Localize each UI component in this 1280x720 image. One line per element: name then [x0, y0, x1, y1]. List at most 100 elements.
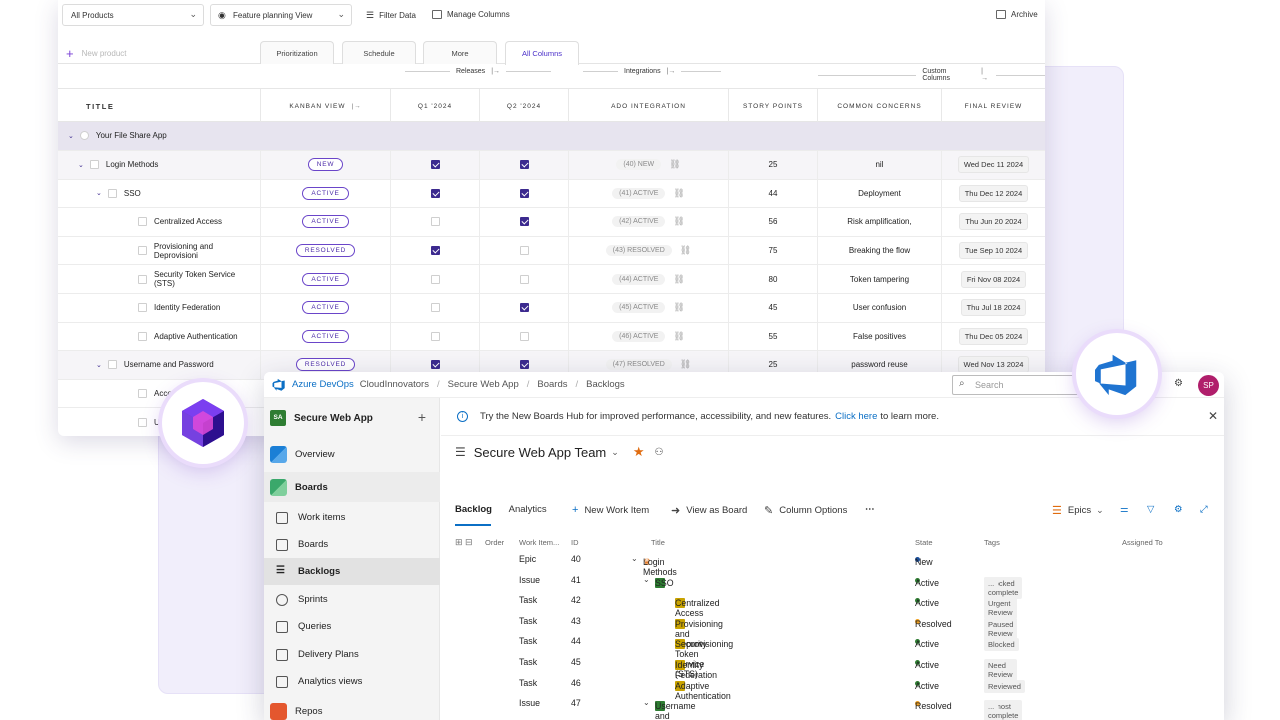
q2-checkbox[interactable] [519, 246, 529, 256]
banner-link[interactable]: Click here [835, 411, 878, 422]
common-concern[interactable]: Token tampering [849, 274, 910, 284]
status-badge[interactable]: ACTIVE [302, 272, 349, 286]
row-checkbox[interactable] [138, 331, 147, 341]
breadcrumb-org-home[interactable]: Azure DevOps [292, 379, 354, 390]
sidebar-item-analytics-views[interactable]: Analytics views [264, 668, 440, 695]
ado-link[interactable]: (43) RESOLVED [605, 245, 672, 257]
chevron-down-icon[interactable]: ⌄ [643, 698, 650, 708]
common-concern[interactable]: Deployment [858, 188, 901, 198]
story-points[interactable]: 75 [768, 246, 778, 256]
backlog-row[interactable]: Epic 40 ⌄ ♛ Login Methods New [455, 551, 1224, 577]
status-badge[interactable]: ACTIVE [302, 215, 349, 229]
table-row[interactable]: ⌄ Login Methods NEW (40) NEW ⛓ 25 nil Wed Dec 1… [58, 151, 1045, 180]
backlog-row[interactable]: Task 45 Identity Federation Active Need Revi… [455, 654, 1224, 681]
backlog-row[interactable]: Task 44 Security Token Service (STS) Active… [455, 633, 1224, 679]
status-badge[interactable]: NEW [307, 158, 344, 172]
q2-checkbox[interactable] [519, 303, 529, 313]
ado-link[interactable]: (42) ACTIVE [612, 216, 666, 228]
row-checkbox[interactable] [138, 303, 147, 313]
row-checkbox[interactable] [138, 389, 147, 399]
unlink-icon[interactable]: ⛓ [673, 273, 685, 284]
status-badge[interactable]: RESOLVED [295, 358, 356, 372]
work-item-title[interactable]: Adaptive Authentication [675, 680, 731, 701]
col-state[interactable]: State [915, 538, 933, 547]
common-concern[interactable]: Breaking the flow [848, 246, 911, 256]
group-row[interactable]: ⌄ Your File Share App [58, 122, 1045, 151]
q2-checkbox[interactable] [519, 188, 529, 198]
ado-link[interactable]: (45) ACTIVE [612, 302, 666, 314]
row-title[interactable]: Security Token Service (STS) [153, 270, 236, 289]
row-title[interactable]: Adaptive Authentication [154, 331, 238, 341]
sidebar-item-delivery-plans[interactable]: Delivery Plans [264, 641, 440, 668]
expand-all-icon[interactable]: ⊞ ⊟ [455, 537, 473, 547]
q1-checkbox[interactable] [430, 246, 440, 256]
final-review-date[interactable]: Wed Dec 11 2024 [957, 156, 1030, 174]
unlink-icon[interactable]: ⛓ [673, 302, 685, 313]
final-review-date[interactable]: Fri Nov 08 2024 [960, 270, 1027, 288]
column-options-button[interactable]: ✎ Column Options [764, 504, 847, 517]
common-concern[interactable]: User confusion [852, 303, 907, 313]
tag[interactable]: Need Review [984, 659, 1017, 681]
final-review-date[interactable]: Tue Sep 10 2024 [958, 242, 1029, 260]
tab-schedule[interactable]: Schedule [342, 41, 416, 64]
close-icon[interactable]: ✕ [1207, 409, 1218, 423]
story-points[interactable]: 45 [768, 303, 778, 313]
chevron-down-icon[interactable]: ⌄ [68, 132, 74, 140]
tab-prioritization[interactable]: Prioritization [260, 41, 334, 64]
tab-backlog[interactable]: Backlog [455, 504, 492, 515]
story-points[interactable]: 80 [768, 274, 778, 284]
final-review-date[interactable]: Thu Dec 05 2024 [958, 327, 1029, 345]
tag[interactable]: ... [984, 576, 999, 590]
manage-columns-button[interactable]: Manage Columns [432, 10, 510, 19]
row-checkbox[interactable] [107, 360, 117, 370]
row-checkbox[interactable] [138, 274, 147, 284]
ado-link[interactable]: (40) NEW [616, 159, 662, 171]
sidebar-item-work-items[interactable]: Work items [264, 504, 440, 531]
view-select[interactable]: ◉ Feature planning View ⌄ [210, 4, 352, 26]
backlog-level-select[interactable]: ☰ Epics ⌄ [1052, 504, 1104, 517]
table-row[interactable]: Provisioning and Deprovisioni RESOLVED (43… [58, 236, 1045, 266]
view-options-icon[interactable]: ⚌ [1120, 504, 1129, 515]
story-points[interactable]: 44 [768, 188, 778, 198]
row-checkbox[interactable] [138, 217, 147, 227]
sidebar-item-backlogs[interactable]: ☰ Backlogs [264, 558, 440, 585]
ado-link[interactable]: (44) ACTIVE [612, 273, 666, 285]
chevron-down-icon[interactable]: ⌄ [78, 161, 84, 169]
unlink-icon[interactable]: ⛓ [673, 187, 685, 198]
row-title[interactable]: Account [154, 389, 183, 399]
story-points[interactable]: 55 [768, 331, 778, 341]
row-title[interactable]: Login Methods [105, 160, 159, 170]
work-item-title[interactable]: Identity Federation [675, 660, 718, 680]
q2-checkbox[interactable] [519, 160, 529, 170]
common-concern[interactable]: Risk amplification, [847, 217, 912, 227]
table-row[interactable]: Security Token Service (STS) ACTIVE (44) A… [58, 265, 1045, 294]
work-item-title[interactable]: Provisioning and Deprovisioning [675, 618, 734, 649]
row-title[interactable]: Centralized Access [154, 217, 223, 227]
new-work-item-button[interactable]: + New Work Item [572, 504, 649, 516]
q2-checkbox[interactable] [519, 274, 529, 284]
col-review[interactable]: FINAL REVIEW [941, 89, 1045, 123]
unlink-icon[interactable]: ⛓ [669, 159, 681, 170]
group-radio[interactable] [79, 131, 89, 141]
favorite-star-icon[interactable]: ★ [632, 444, 645, 459]
sidebar-item-queries[interactable]: Queries [264, 613, 440, 640]
ado-link[interactable]: (47) RESOLVED [605, 359, 672, 371]
add-icon[interactable]: + [417, 409, 426, 425]
q2-checkbox[interactable] [519, 217, 529, 227]
q1-checkbox[interactable] [430, 274, 440, 284]
row-title[interactable]: Identity Federation [154, 303, 221, 313]
tag[interactable]: ... [984, 700, 999, 714]
table-row[interactable]: Centralized Access ACTIVE (42) ACTIVE ⛓ 56 Ri… [58, 208, 1045, 237]
col-work-item-type[interactable]: Work Item... [519, 538, 560, 547]
team-selector[interactable]: Secure Web App Team [473, 444, 607, 460]
col-tags[interactable]: Tags [984, 538, 1000, 547]
unlink-icon[interactable]: ⛓ [673, 330, 685, 341]
story-points[interactable]: 56 [768, 217, 778, 227]
breadcrumb-project[interactable]: Secure Web App [447, 379, 519, 390]
final-review-date[interactable]: Wed Nov 13 2024 [957, 356, 1030, 374]
q1-checkbox[interactable] [430, 188, 440, 198]
work-item-title[interactable]: Username and Password [655, 701, 696, 720]
